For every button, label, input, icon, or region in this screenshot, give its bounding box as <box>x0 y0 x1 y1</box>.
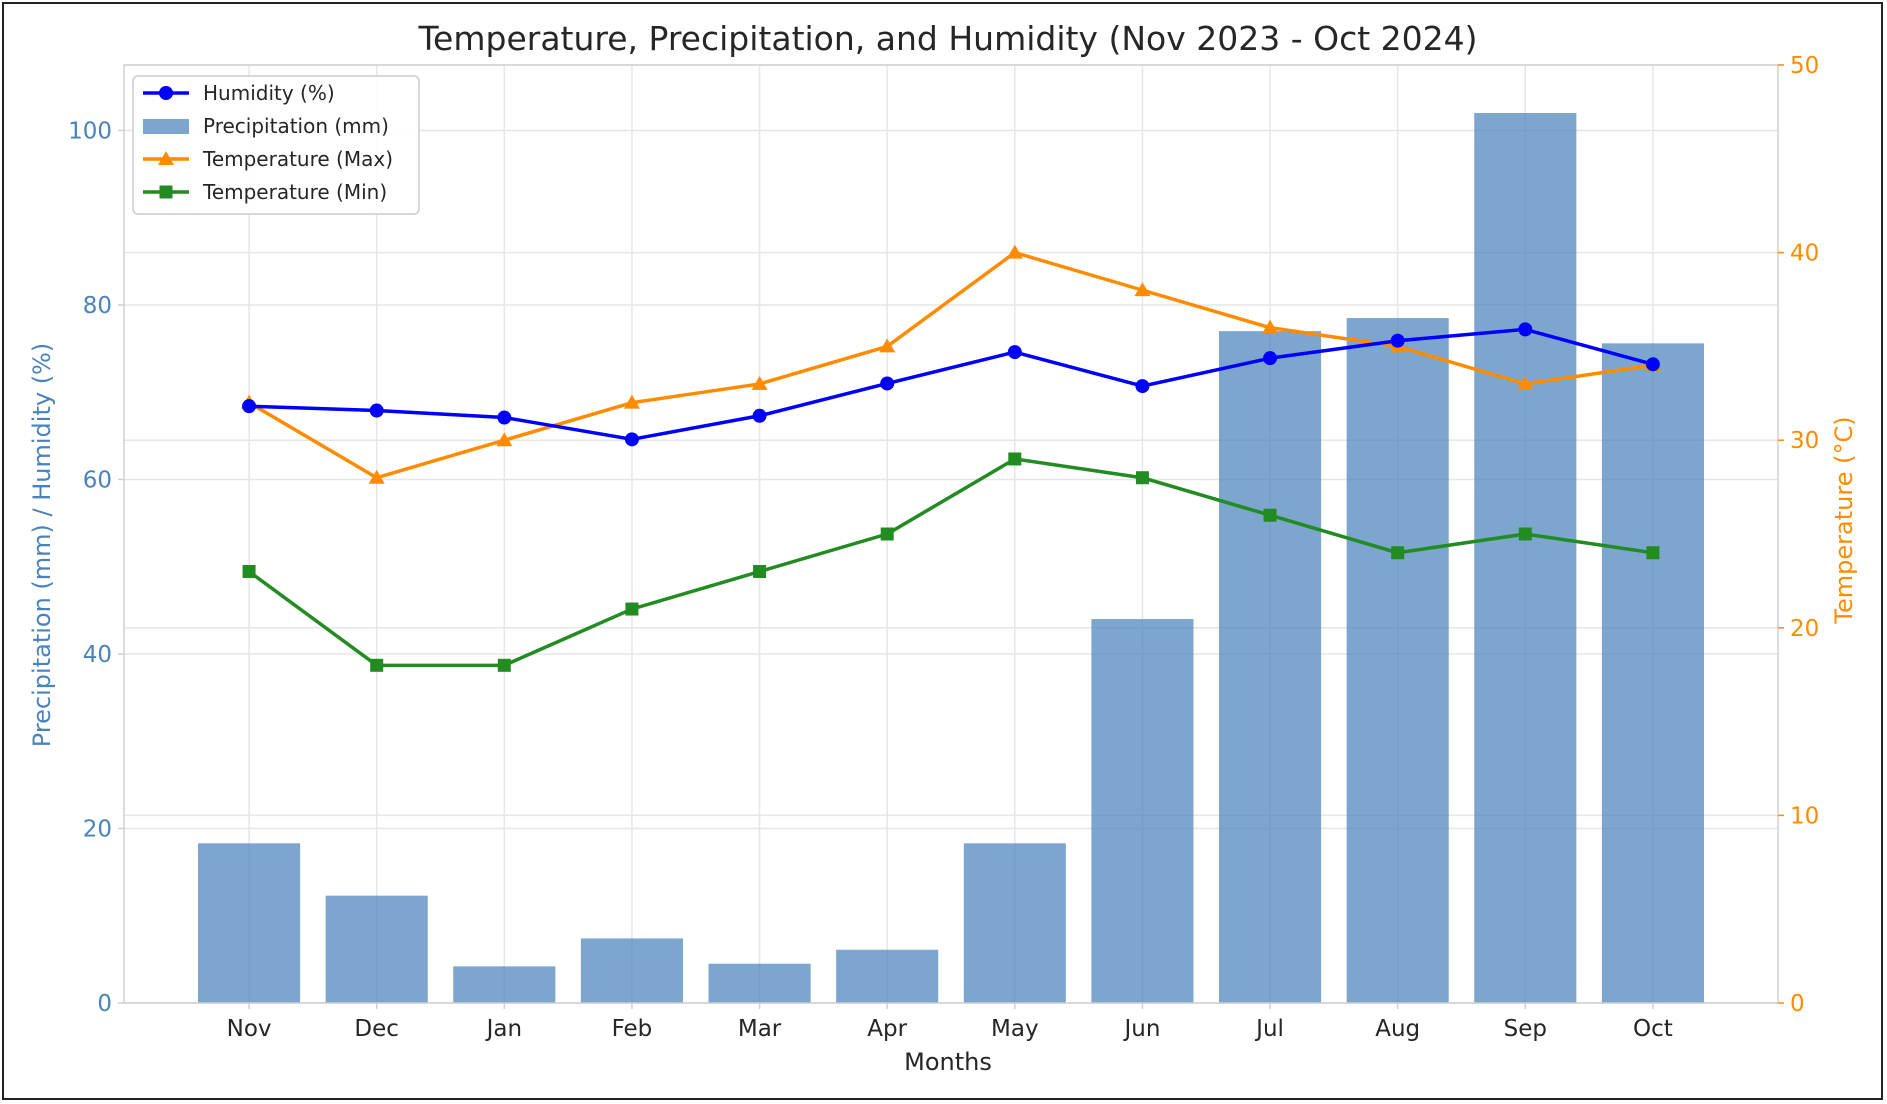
temperature-max-point-jan <box>496 432 513 447</box>
y-left-tick-label: 0 <box>97 991 112 1017</box>
humidity-point-oct <box>1645 357 1660 372</box>
y-left-tick-label: 100 <box>68 118 112 144</box>
x-tick-label: Sep <box>1504 1016 1547 1042</box>
legend-entry-temperature-max: Temperature (Max) <box>143 147 393 171</box>
temperature-min-point-dec <box>370 658 384 672</box>
humidity-point-mar <box>752 408 767 423</box>
temperature-max-point-dec <box>368 469 385 484</box>
humidity-point-jun <box>1135 379 1150 394</box>
humidity-point-jan <box>497 410 512 425</box>
humidity-point-jul <box>1263 351 1278 366</box>
temperature-min-point-aug <box>1391 546 1405 560</box>
humidity-point-sep <box>1518 322 1533 337</box>
humidity-point-may <box>1007 345 1022 360</box>
legend-swatch-marker <box>159 86 173 100</box>
temperature-min-point-mar <box>753 565 767 579</box>
x-tick-label: Aug <box>1375 1016 1420 1042</box>
line-series <box>241 244 1661 672</box>
temperature-min-point-oct <box>1646 546 1660 560</box>
temperature-max-point-sep <box>1517 375 1534 390</box>
temperature-max-line <box>248 250 1654 480</box>
x-tick-label: Jun <box>1122 1016 1160 1042</box>
x-tick-label: Nov <box>227 1016 272 1042</box>
y-right-tick-label: 10 <box>1790 803 1819 829</box>
precipitation-bar-mar <box>708 963 811 1003</box>
temperature-min-point-jul <box>1263 508 1277 522</box>
precipitation-bar-jun <box>1091 619 1194 1003</box>
precipitation-bar-jul <box>1219 331 1322 1003</box>
y-axis-left-label: Precipitation (mm) / Humidity (%) <box>28 343 56 747</box>
temperature-max-point-jul <box>1262 319 1279 334</box>
humidity-point-aug <box>1390 333 1405 348</box>
temperature-min-point-nov <box>242 565 256 579</box>
temperature-min-line <box>248 457 1654 668</box>
x-axis-label: Months <box>904 1048 992 1076</box>
legend-label: Humidity (%) <box>203 81 335 105</box>
y-right-tick-label: 40 <box>1790 241 1819 267</box>
temperature-min-point-sep <box>1518 527 1532 541</box>
legend-swatch <box>143 119 189 134</box>
y-right-tick-label: 50 <box>1790 53 1819 79</box>
temperature-max-point-apr <box>879 338 896 353</box>
axes: Nov Dec Jan Feb Mar Apr May Jun Jul Aug Sep Oct 0 20 4… <box>68 53 1819 1042</box>
precipitation-bar-aug <box>1346 318 1449 1003</box>
x-tick-label: May <box>991 1016 1039 1042</box>
humidity-point-nov <box>242 399 257 414</box>
precipitation-bar-feb <box>580 938 683 1003</box>
chart-title: Temperature, Precipitation, and Humidity… <box>418 19 1478 58</box>
legend-label: Temperature (Max) <box>202 147 393 171</box>
temperature-max-point-jun <box>1134 282 1151 297</box>
y-right-tick-label: 30 <box>1790 428 1819 454</box>
precipitation-bar-dec <box>325 895 428 1003</box>
precipitation-bar-oct <box>1601 343 1704 1003</box>
x-tick-label: Jan <box>485 1016 522 1042</box>
precipitation-bars <box>198 112 1704 1003</box>
legend-label: Precipitation (mm) <box>203 114 389 138</box>
x-tick-label: Dec <box>354 1016 399 1042</box>
temperature-min-point-feb <box>625 602 639 616</box>
legend-label: Temperature (Min) <box>202 180 387 204</box>
y-right-tick-label: 20 <box>1790 616 1819 642</box>
temperature-min-point-may <box>1008 452 1022 466</box>
legend-entry-temperature-min: Temperature (Min) <box>143 180 387 204</box>
humidity-point-dec <box>369 403 384 418</box>
plot-border <box>123 64 1779 1004</box>
precipitation-bar-apr <box>836 949 939 1003</box>
precipitation-bar-nov <box>198 843 301 1003</box>
temperature-max-point-mar <box>751 375 768 390</box>
y-right-tick-label: 0 <box>1790 991 1805 1017</box>
x-tick-label: Apr <box>867 1016 907 1042</box>
x-tick-label: Mar <box>738 1016 782 1042</box>
temperature-min-point-apr <box>880 527 894 541</box>
legend-entry-precipitation-mm: Precipitation (mm) <box>143 114 389 138</box>
x-tick-label: Oct <box>1633 1016 1673 1042</box>
y-left-tick-label: 40 <box>83 642 112 668</box>
temperature-min-series <box>242 452 1660 672</box>
legend-swatch-marker <box>158 151 174 165</box>
y-left-tick-label: 20 <box>83 816 112 842</box>
y-left-tick-label: 60 <box>83 467 112 493</box>
temperature-min-point-jun <box>1135 471 1149 485</box>
x-tick-label: Feb <box>612 1016 653 1042</box>
humidity-point-apr <box>880 376 895 391</box>
y-left-tick-label: 80 <box>83 293 112 319</box>
humidity-series <box>242 322 1660 447</box>
humidity-line <box>249 327 1654 442</box>
temperature-min-point-jan <box>497 658 511 672</box>
legend-entry-humidity: Humidity (%) <box>143 81 335 105</box>
legend: Humidity (%) Precipitation (mm) Temperatur… <box>132 75 420 215</box>
temperature-max-point-may <box>1006 244 1023 259</box>
precipitation-bar-may <box>963 843 1066 1003</box>
x-tick-label: Jul <box>1254 1016 1284 1042</box>
humidity-point-feb <box>624 432 639 447</box>
precipitation-bar-sep <box>1474 112 1577 1003</box>
legend-box <box>132 75 420 215</box>
precipitation-bar-jan <box>453 966 556 1003</box>
temperature-max-point-feb <box>623 394 640 409</box>
legend-swatch-marker <box>159 185 173 199</box>
y-axis-right-label: Temperature (°C) <box>1830 416 1858 624</box>
